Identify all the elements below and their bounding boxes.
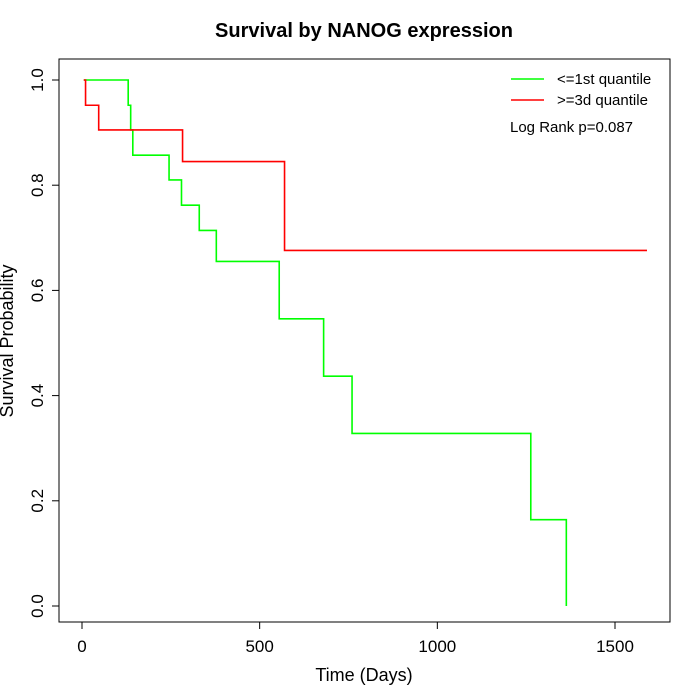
x-axis: 0 500 1000 1500	[77, 621, 634, 656]
y-tick-label: 0.4	[28, 384, 47, 408]
y-axis-label: Survival Probability	[0, 264, 17, 417]
series-layer	[83, 79, 647, 606]
series-line-1	[83, 79, 647, 252]
plot-frame	[58, 58, 671, 623]
y-tick-label: 0.0	[28, 594, 47, 618]
y-axis: 0.0 0.2 0.4 0.6 0.8 1.0	[28, 68, 60, 618]
x-tick-label: 500	[245, 637, 273, 656]
y-tick-label: 0.8	[28, 173, 47, 197]
x-axis-label: Time (Days)	[315, 665, 412, 685]
legend-label-high: >=3d quantile	[557, 92, 648, 109]
x-tick-label: 0	[77, 637, 86, 656]
y-tick-label: 1.0	[28, 68, 47, 92]
x-tick-label: 1500	[596, 637, 634, 656]
series-line-0	[83, 79, 568, 606]
log-rank-annotation: Log Rank p=0.087	[510, 119, 633, 136]
y-tick-label: 0.6	[28, 279, 47, 303]
y-tick-label: 0.2	[28, 489, 47, 513]
chart-title: Survival by NANOG expression	[215, 20, 513, 42]
legend-label-low: <=1st quantile	[557, 71, 651, 88]
x-tick-label: 1000	[418, 637, 456, 656]
legend: <=1st quantile >=3d quantile	[511, 71, 651, 109]
